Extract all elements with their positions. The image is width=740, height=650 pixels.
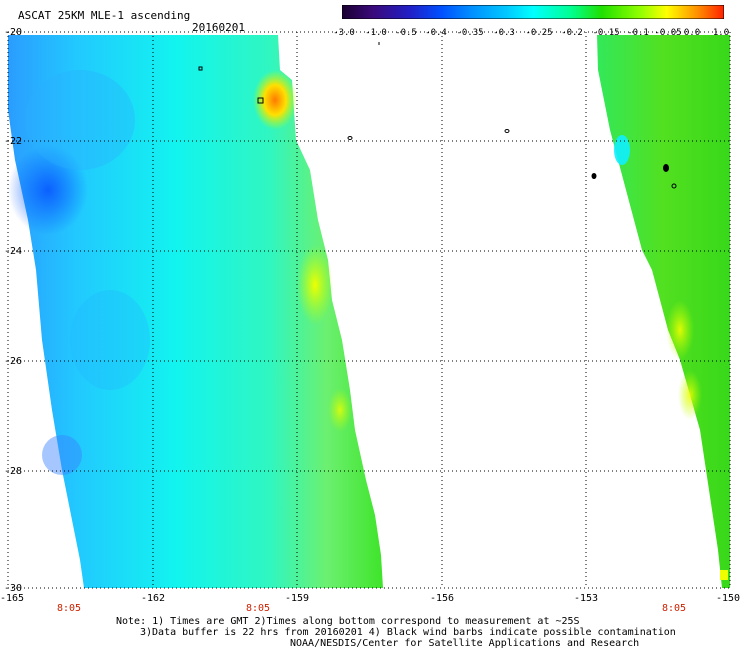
colorbar-tick: 0.0 [683,28,701,38]
swath-data [8,35,730,588]
lat-label: -30 [4,583,22,594]
left-swath [8,35,383,588]
time-labels: 8:05 8:05 8:05 [57,603,686,614]
colorbar-tick: -0.25 [525,28,553,38]
colorbar-tick: -0.3 [493,28,515,38]
colorbar-tick: -0.05 [654,28,682,38]
time-label: 8:05 [662,603,686,614]
note-line-2: 3)Data buffer is 22 hrs from 20160201 4)… [140,627,676,638]
contamination-marks [198,42,677,189]
colorbar-tick: -0.1 [627,28,649,38]
chart-date: 20160201 [192,21,245,34]
colorbar-tick: -0.35 [456,28,484,38]
lat-label: -28 [4,466,22,477]
lon-labels: -165 -162 -159 -156 -153 -150 [0,593,740,604]
time-label: 8:05 [246,603,270,614]
colorbar [342,5,724,19]
lat-label: -24 [4,246,22,257]
lon-label: -156 [430,593,454,604]
lat-label: -26 [4,356,22,367]
footnotes: Note: 1) Times are GMT 2)Times along bot… [0,614,740,650]
lon-label: -162 [141,593,165,604]
colorbar-tick: -1.0 [365,28,387,38]
colorbar-tick: -0.5 [395,28,417,38]
colorbar-tick: -0.4 [425,28,447,38]
graticule [7,31,731,589]
colorbar-tick: 1.0 [712,28,730,38]
chart-title: ASCAT 25KM MLE-1 ascending [18,9,191,22]
colorbar-tick: -0.2 [561,28,583,38]
time-label: 8:05 [57,603,81,614]
lon-label: -150 [716,593,740,604]
colorbar-tick: -3.0 [333,28,355,38]
right-swath [597,35,730,588]
lon-label: -159 [285,593,309,604]
colorbar-labels: -3.0 -1.0 -0.5 -0.4 -0.35 -0.3 -0.25 -0.… [333,28,736,40]
lat-label: -22 [4,136,22,147]
lon-label: -153 [574,593,598,604]
lat-labels: -20 -22 -24 -26 -28 -30 [4,27,22,594]
note-line-1: Note: 1) Times are GMT 2)Times along bot… [116,616,580,627]
note-line-3: NOAA/NESDIS/Center for Satellite Applica… [290,638,640,649]
lat-label: -20 [4,27,22,38]
lon-label: -165 [0,593,24,604]
colorbar-tick: -0.15 [592,28,620,38]
